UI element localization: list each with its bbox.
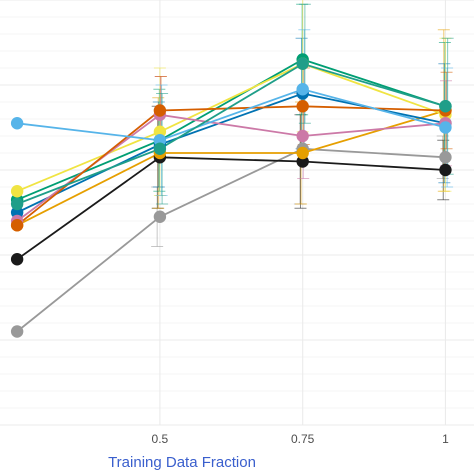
- series-point: [10, 325, 24, 338]
- series-point: [296, 129, 309, 143]
- series-point: [296, 100, 309, 113]
- x-axis-title: Training Data Fraction: [108, 454, 256, 471]
- series-point: [439, 100, 452, 113]
- x-tick-label: 1: [442, 432, 449, 446]
- series-point: [439, 163, 452, 177]
- series-point: [10, 219, 24, 232]
- series-point: [153, 210, 167, 223]
- series-lines: [16, 58, 446, 333]
- series-line: [16, 62, 446, 193]
- series-point: [10, 197, 24, 211]
- series-point: [10, 206, 24, 219]
- series-point: [153, 125, 167, 138]
- series-point: [153, 134, 167, 147]
- grid-layer: [0, 0, 474, 426]
- series-point: [10, 185, 24, 198]
- series-line: [16, 109, 446, 227]
- series-line: [16, 156, 446, 261]
- x-tick-label: 0.5: [152, 432, 169, 446]
- series-point: [296, 146, 309, 160]
- series-point: [10, 117, 24, 130]
- series-point: [153, 142, 167, 155]
- series-line: [16, 147, 446, 333]
- series-line: [16, 62, 446, 205]
- series-line: [16, 58, 446, 201]
- series-point: [10, 253, 24, 266]
- series-point: [439, 121, 452, 134]
- series-point: [296, 83, 309, 96]
- series-line: [16, 88, 446, 142]
- x-tick-label: 0.75: [291, 432, 315, 446]
- x-tick-labels: 0.5 0.75 1: [152, 432, 450, 446]
- series-point: [296, 155, 309, 168]
- series-points: [10, 53, 452, 338]
- series-point: [296, 57, 309, 70]
- series-point: [153, 104, 167, 117]
- series-point: [439, 151, 452, 164]
